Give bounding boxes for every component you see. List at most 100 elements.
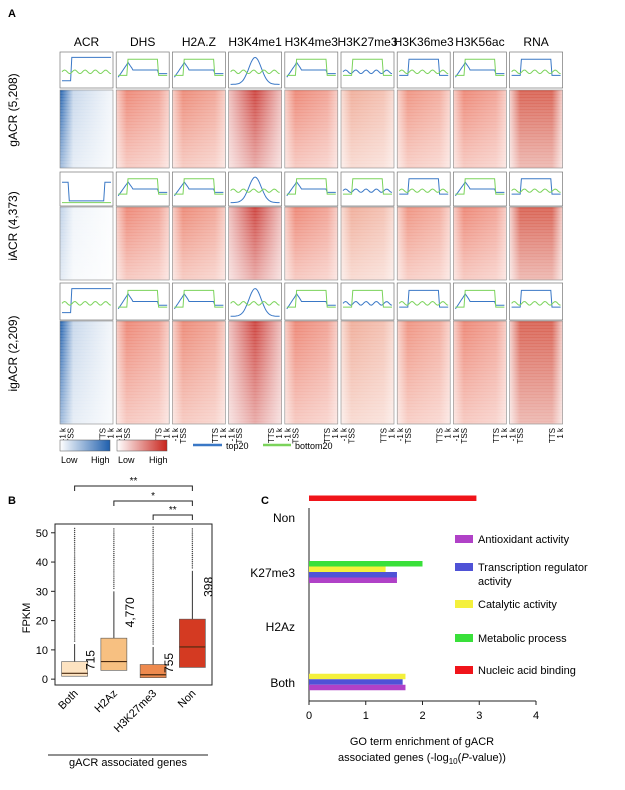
outlier-dot (113, 559, 115, 561)
heatmap-frame (115, 89, 170, 169)
outlier-dot (113, 538, 115, 540)
bottom20-line (398, 188, 449, 193)
heatmap-frame (340, 89, 395, 169)
heatmap-frame (396, 320, 451, 425)
outlier-dot (113, 556, 115, 559)
legend-label-1-a: Transcription regulator (478, 562, 588, 574)
profile-frame (509, 282, 563, 321)
bottom20-line (118, 58, 168, 76)
heatmap-frame (172, 89, 226, 169)
heatmap-frame (509, 206, 563, 281)
xtick-8-1: TSS (516, 428, 525, 444)
profile-frame (340, 282, 395, 321)
panel-b-label: B (8, 495, 16, 507)
track-label-acr: ACR (74, 35, 100, 49)
outlier-dot (152, 561, 154, 563)
outlier-dot (152, 606, 154, 608)
bottom20-line (286, 178, 336, 195)
heatmap-fade (228, 321, 282, 424)
bottom20-line (511, 300, 561, 306)
panel-a-label: A (8, 8, 16, 20)
category-label-non: Non (273, 511, 295, 525)
outlier-dot (152, 528, 154, 530)
outlier-dot (152, 559, 154, 561)
top20-line (454, 61, 505, 78)
outlier-dot (73, 554, 76, 556)
heatmap-fade (509, 207, 563, 280)
outlier-dot (73, 544, 76, 546)
category-label-both: Both (270, 676, 295, 690)
category-label-h2az: H2Az (266, 620, 295, 634)
profile-2-4 (284, 282, 339, 321)
outlier-dot (113, 536, 115, 538)
outlier-dot (152, 602, 154, 604)
heatmap-frame (453, 89, 507, 169)
box-non: 398 (179, 528, 215, 668)
blue-low-label: Low (61, 455, 78, 465)
bottom20-line (230, 69, 280, 75)
profile-0-4 (284, 51, 339, 89)
heatmap-1-2 (172, 206, 226, 281)
heatmap-0-7 (453, 89, 507, 169)
heatmap-frame (396, 89, 451, 169)
profile-2-8 (509, 282, 563, 321)
heatmap-2-7 (453, 320, 507, 425)
top20-line (399, 289, 449, 308)
profile-2-2 (172, 282, 226, 321)
panel-b-boxplot: B FPKM 0 10 20 30 40 50 715 Both 4,770 H2Az 755 H3K… (8, 476, 215, 769)
top20-line (454, 180, 505, 197)
track-label-h3k4me3: H3K4me3 (285, 35, 339, 49)
heatmap-2-4 (284, 320, 339, 425)
bottom20-line (343, 58, 392, 76)
heatmap-frame (59, 89, 114, 169)
heatmap-1-6 (396, 206, 451, 281)
bottom20-line (511, 188, 561, 193)
outlier-dot (73, 552, 76, 554)
outlier-dot (113, 581, 115, 583)
top20-line (117, 180, 168, 197)
outlier-dot (113, 546, 115, 549)
heatmap-fade (284, 321, 338, 424)
outlier-dot (152, 641, 154, 643)
outlier-dot (152, 585, 154, 588)
heatmap-0-0 (59, 89, 114, 169)
heatmap-fade (172, 90, 226, 168)
xtick-0-2: TTS (98, 428, 107, 443)
heatmap-0-2 (172, 89, 226, 169)
outlier-dot (73, 542, 76, 544)
heatmap-fade (60, 207, 113, 280)
outlier-dot (152, 571, 154, 573)
outlier-dot (152, 624, 154, 627)
outlier-dot (191, 546, 194, 549)
heatmap-1-8 (509, 206, 563, 281)
profile-frame (228, 51, 282, 89)
track-label-h3k4me1: H3K4me1 (228, 35, 282, 49)
outlier-dot (73, 593, 76, 595)
outlier-dot (73, 601, 76, 603)
profile-1-6 (396, 171, 451, 207)
ytick-label: 40 (36, 557, 48, 569)
group-label-2: igACR (2,209) (6, 315, 20, 391)
xtick-5-2: TTS (379, 428, 388, 443)
profile-2-7 (453, 282, 507, 321)
xtick-6-0: -1 k (396, 427, 405, 441)
outlier-dot (73, 548, 76, 550)
top20-line (511, 289, 561, 308)
heatmap-frame (340, 320, 395, 425)
heatmap-frame (509, 320, 563, 425)
profile-frame (396, 171, 451, 207)
xtick-5-3: 1 k (387, 427, 396, 439)
xtick-6-3: 1 k (444, 427, 453, 439)
outlier-dot (191, 528, 194, 530)
heatmap-0-3 (228, 89, 282, 169)
xtick-1-3: 1 k (163, 427, 172, 439)
outlier-dot (113, 550, 115, 553)
outlier-dot (73, 546, 76, 548)
outlier-dot (113, 587, 115, 590)
legend-swatch-3 (455, 634, 473, 642)
profile-2-6 (396, 282, 451, 321)
outlier-dot (73, 591, 76, 593)
xtick-0-1: TSS (67, 428, 76, 444)
profile-frame (228, 171, 282, 207)
heatmap-fade (453, 90, 507, 168)
